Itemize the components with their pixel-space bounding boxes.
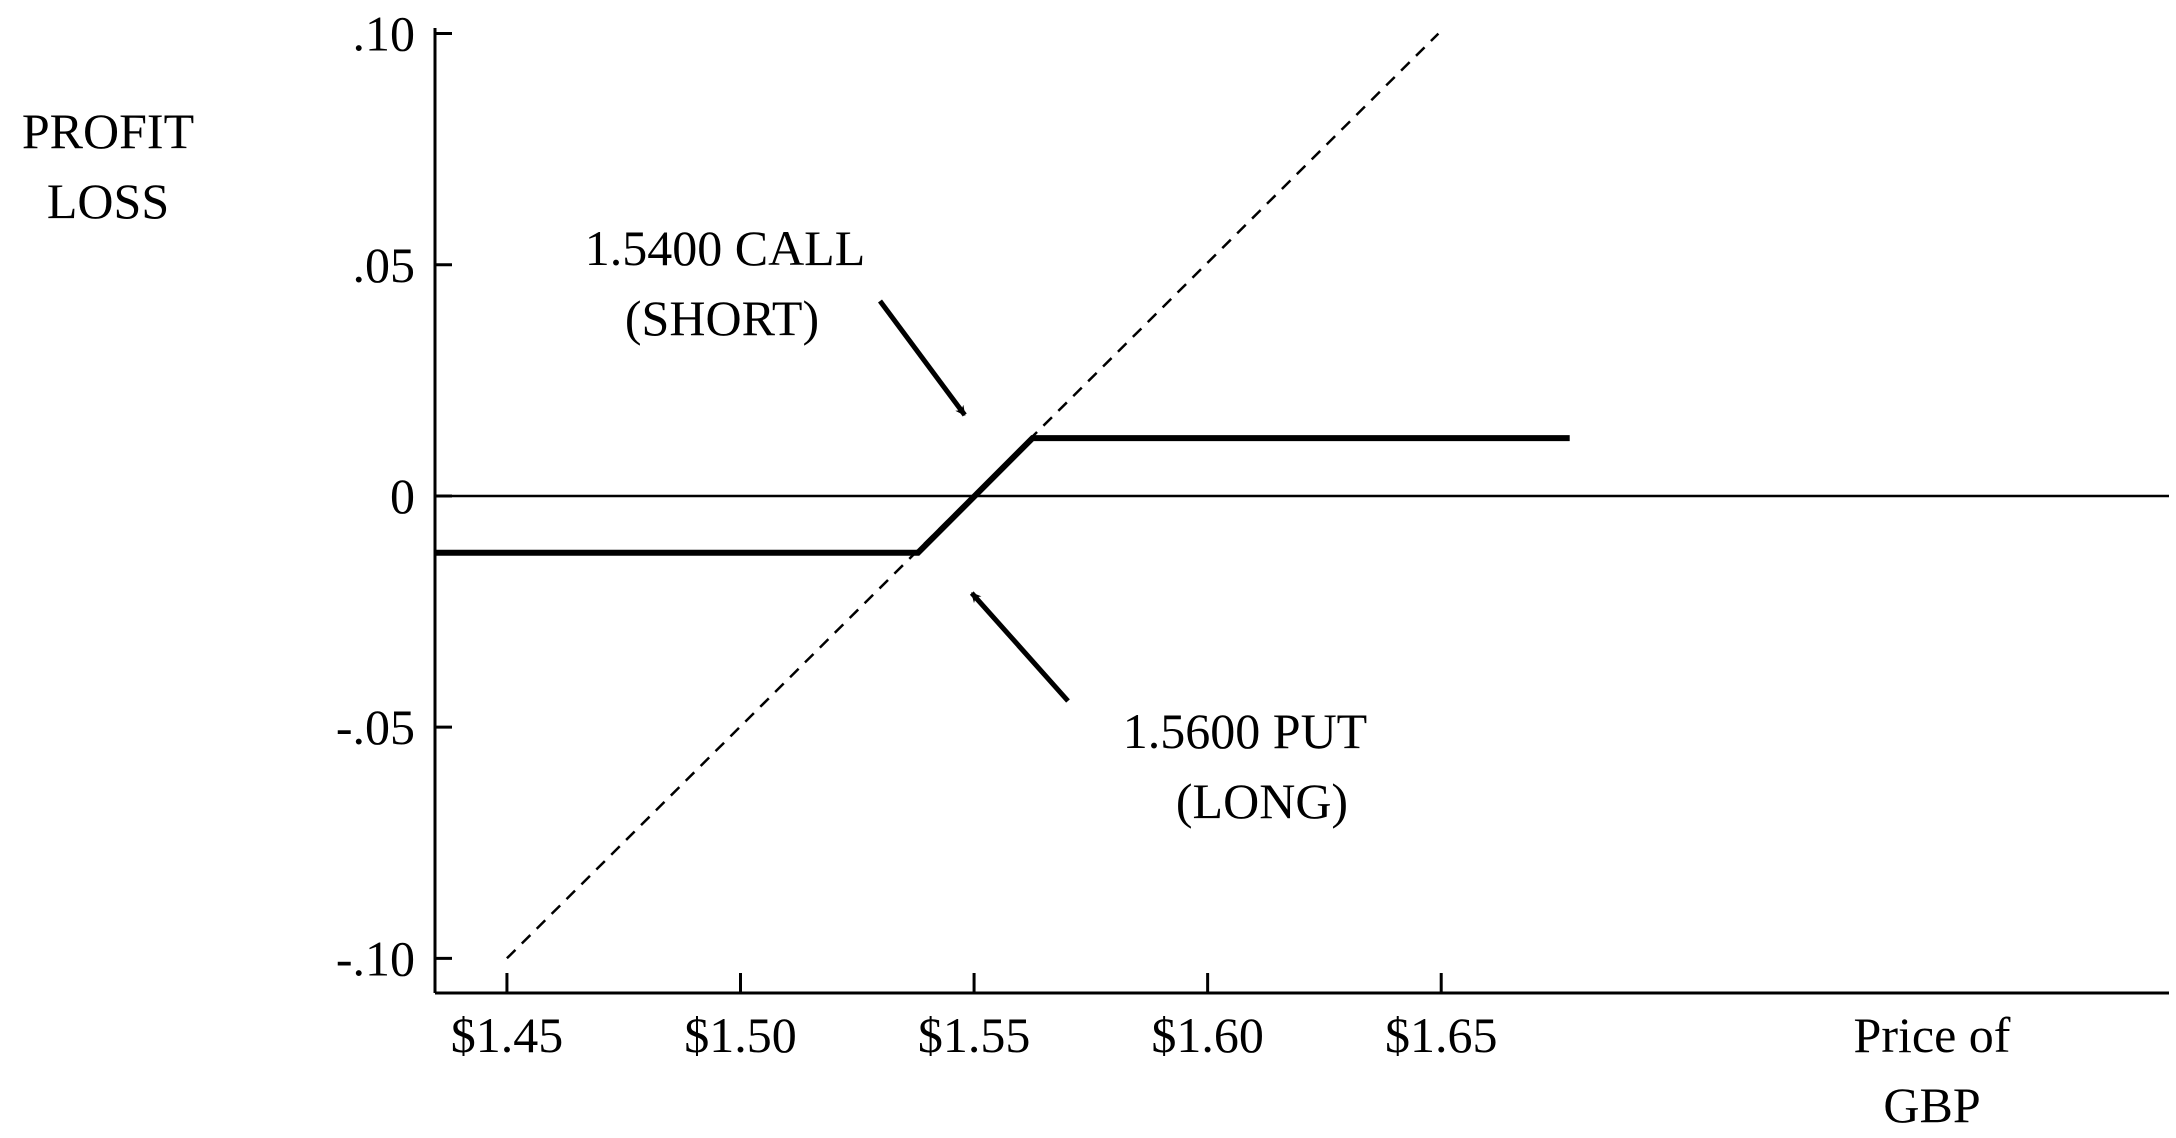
put-annotation-line1: 1.5600 PUT xyxy=(1123,703,1367,759)
call-arrow xyxy=(877,299,967,417)
y-tick-label: -.05 xyxy=(336,699,415,755)
put-annotation-line2: (LONG) xyxy=(1176,773,1348,829)
put-arrow xyxy=(969,591,1070,703)
x-axis-label-line2: GBP xyxy=(1883,1077,1980,1133)
combined-payoff-line xyxy=(435,435,1570,556)
y-tick-label: .05 xyxy=(353,237,416,293)
x-tick-label: $1.45 xyxy=(451,1007,564,1063)
y-tick-label: 0 xyxy=(390,468,415,524)
series-group xyxy=(435,32,1570,960)
call-annotation-line2: (SHORT) xyxy=(625,290,819,346)
axes xyxy=(433,28,2169,995)
x-tick-label: $1.55 xyxy=(918,1007,1031,1063)
y-axis-label-line1: PROFIT xyxy=(22,103,194,159)
y-tick-label: .10 xyxy=(353,6,416,62)
y-axis-label-line2: LOSS xyxy=(47,173,169,229)
x-axis-label-line1: Price of xyxy=(1854,1007,2011,1063)
x-tick-label: $1.65 xyxy=(1385,1007,1498,1063)
y-tick-label: -.10 xyxy=(336,930,415,986)
call-annotation-line1: 1.5400 CALL xyxy=(585,220,866,276)
tick-labels: .10 .05 0 -.05 -.10 $1.45 $1.50 $1.55 $1.60 $1.65 xyxy=(336,6,1498,1063)
x-tick-label: $1.50 xyxy=(684,1007,797,1063)
x-tick-label: $1.60 xyxy=(1151,1007,1264,1063)
